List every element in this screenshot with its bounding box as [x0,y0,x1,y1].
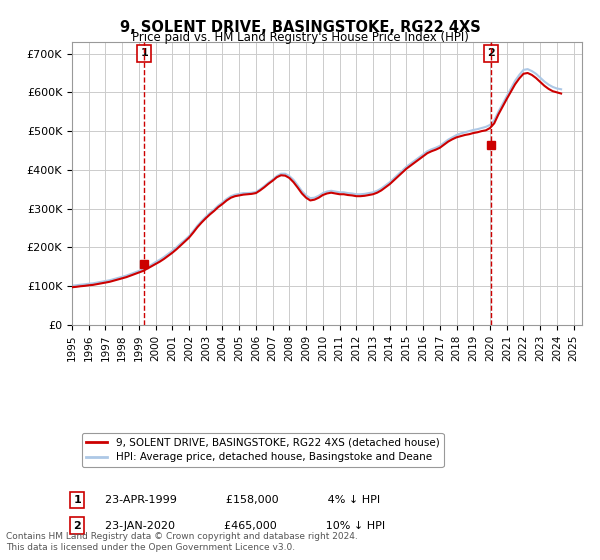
Legend: 9, SOLENT DRIVE, BASINGSTOKE, RG22 4XS (detached house), HPI: Average price, det: 9, SOLENT DRIVE, BASINGSTOKE, RG22 4XS (… [82,433,443,466]
Text: 23-JAN-2020              £465,000              10% ↓ HPI: 23-JAN-2020 £465,000 10% ↓ HPI [97,521,385,530]
Text: 2: 2 [487,48,495,58]
Text: Contains HM Land Registry data © Crown copyright and database right 2024.
This d: Contains HM Land Registry data © Crown c… [6,532,358,552]
Text: 1: 1 [73,495,81,505]
Text: 9, SOLENT DRIVE, BASINGSTOKE, RG22 4XS: 9, SOLENT DRIVE, BASINGSTOKE, RG22 4XS [119,20,481,35]
Text: Price paid vs. HM Land Registry's House Price Index (HPI): Price paid vs. HM Land Registry's House … [131,31,469,44]
Text: 2: 2 [73,521,81,530]
Text: 23-APR-1999              £158,000              4% ↓ HPI: 23-APR-1999 £158,000 4% ↓ HPI [97,495,380,505]
Text: 1: 1 [140,48,148,58]
